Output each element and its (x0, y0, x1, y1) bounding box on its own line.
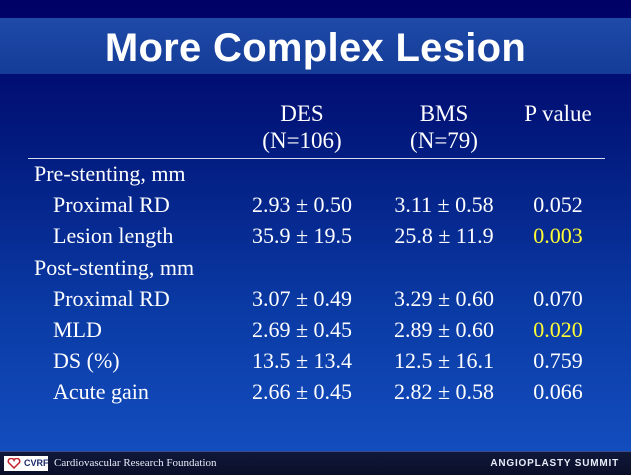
cvrf-logo: CVRF (4, 456, 49, 471)
des-value: 2.93 ± 0.50 (251, 192, 353, 218)
table-row: DS (%) 13.5 ± 13.4 12.5 ± 16.1 0.759 (0, 345, 631, 376)
table-row: Proximal RD 2.93 ± 0.50 3.11 ± 0.58 0.052 (0, 189, 631, 220)
column-header-bms-n: (N=79) (410, 128, 478, 153)
row-label: Acute gain (53, 379, 149, 405)
row-label: Proximal RD (53, 192, 170, 218)
bms-value: 2.82 ± 0.58 (393, 379, 495, 405)
foundation-name: Cardiovascular Research Foundation (54, 457, 217, 469)
event-name: ANGIOPLASTY SUMMIT (490, 458, 619, 469)
header-divider (28, 158, 605, 159)
row-label: DS (%) (53, 348, 120, 374)
section-label: Post-stenting, mm (34, 254, 195, 280)
logo-text: CVRF (24, 458, 49, 468)
p-value: 0.070 (533, 285, 583, 311)
row-label: Lesion length (53, 223, 174, 249)
p-value: 0.020 (533, 317, 583, 342)
column-header-bms: BMS (N=79) (376, 100, 512, 154)
bms-value: 2.89 ± 0.60 (393, 317, 495, 342)
column-header-des: DES (N=106) (234, 100, 370, 154)
section-row: Pre-stenting, mm (0, 158, 631, 189)
title-band (0, 18, 631, 74)
bms-value: 3.11 ± 0.58 (394, 192, 494, 218)
column-header-des-n: (N=106) (262, 128, 342, 153)
column-header-pvalue-name: P value (524, 101, 592, 126)
table-row: Acute gain 2.66 ± 0.45 2.82 ± 0.58 0.066 (0, 376, 631, 407)
bms-value: 25.8 ± 11.9 (394, 223, 494, 249)
slide-title: More Complex Lesion (104, 26, 527, 70)
p-value: 0.759 (533, 348, 583, 374)
footer-bar: CVRF Cardiovascular Research Foundation … (0, 451, 631, 475)
column-header-bms-name: BMS (419, 101, 469, 126)
heart-icon (7, 458, 21, 469)
table-row: Proximal RD 3.07 ± 0.49 3.29 ± 0.60 0.070 (0, 283, 631, 314)
table-row: MLD 2.69 ± 0.45 2.89 ± 0.60 0.020 (0, 314, 631, 345)
des-value: 2.66 ± 0.45 (251, 379, 353, 405)
column-header-des-name: DES (280, 101, 324, 126)
section-row: Post-stenting, mm (0, 252, 631, 283)
row-label: Proximal RD (53, 285, 170, 311)
p-value: 0.003 (533, 223, 583, 249)
p-value: 0.066 (533, 379, 583, 405)
bms-value: 3.29 ± 0.60 (393, 285, 495, 311)
des-value: 3.07 ± 0.49 (251, 285, 353, 311)
des-value: 2.69 ± 0.45 (251, 317, 353, 342)
p-value: 0.052 (533, 192, 583, 218)
bms-value: 12.5 ± 16.1 (393, 348, 495, 374)
row-label: MLD (53, 317, 102, 342)
column-header-pvalue: P value (508, 100, 608, 127)
des-value: 35.9 ± 19.5 (251, 223, 353, 249)
section-label: Pre-stenting, mm (34, 161, 186, 186)
des-value: 13.5 ± 13.4 (251, 348, 353, 374)
table-row: Lesion length 35.9 ± 19.5 25.8 ± 11.9 0.003 (0, 220, 631, 251)
